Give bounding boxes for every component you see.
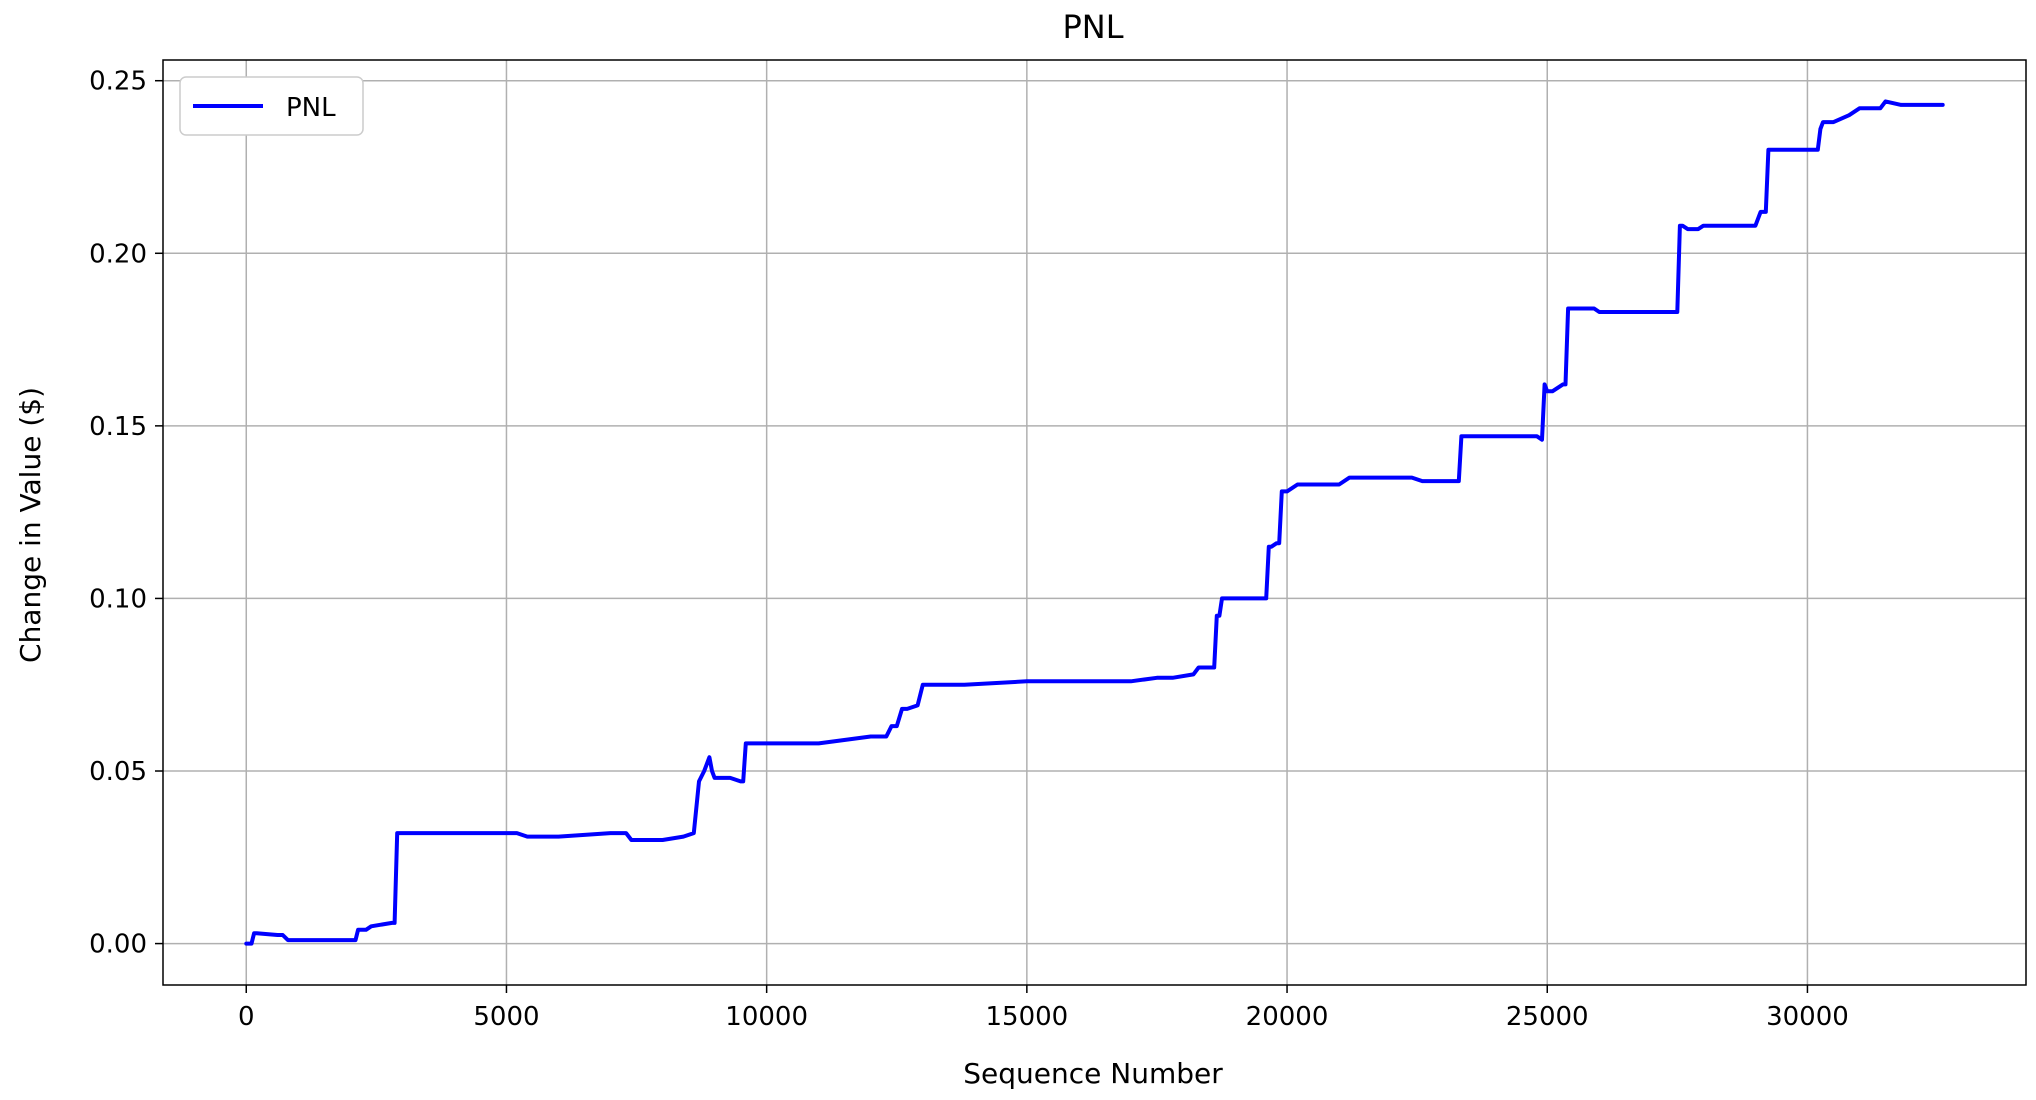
ticks-layer: 0 5000 10000 15000 20000 25000 30000 0.00 0.05 0.… xyxy=(89,67,1849,1032)
x-axis-label: Sequence Number xyxy=(963,1057,1223,1090)
y-tick-label: 0.25 xyxy=(89,67,147,97)
series-layer xyxy=(244,99,1945,946)
chart-title: PNL xyxy=(1062,8,1123,46)
legend-box xyxy=(179,76,364,136)
legend: PNL xyxy=(179,76,364,136)
plot-frame xyxy=(162,59,2027,986)
grid-layer xyxy=(163,60,2026,985)
x-tick-label: 0 xyxy=(238,1002,255,1032)
x-tick-label: 15000 xyxy=(985,1002,1068,1032)
y-tick-label: 0.05 xyxy=(89,757,147,787)
y-tick-label: 0.00 xyxy=(89,930,147,960)
x-tick-label: 25000 xyxy=(1506,1002,1589,1032)
x-tick-label: 20000 xyxy=(1246,1002,1329,1032)
x-tick-label: 5000 xyxy=(473,1002,539,1032)
x-tick-label: 30000 xyxy=(1766,1002,1849,1032)
y-axis-label: Change in Value ($) xyxy=(14,387,47,663)
y-tick-label: 0.20 xyxy=(89,239,147,269)
y-tick-label: 0.10 xyxy=(89,584,147,614)
x-tick-label: 10000 xyxy=(725,1002,808,1032)
y-tick-label: 0.15 xyxy=(89,412,147,442)
series-line-pnl xyxy=(244,99,1945,946)
legend-label-pnl: PNL xyxy=(286,93,336,123)
